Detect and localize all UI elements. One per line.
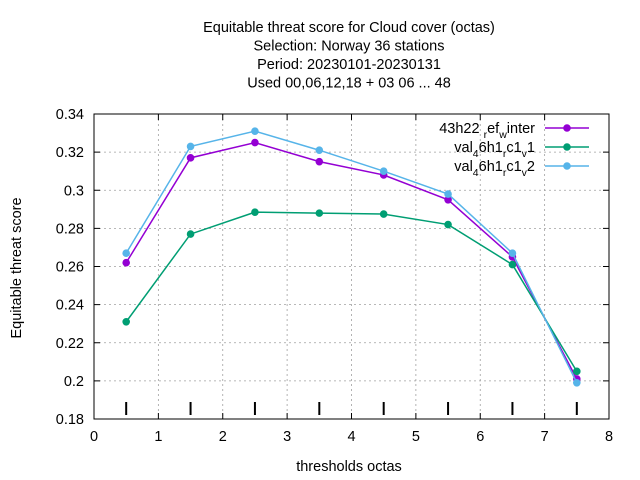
data-point <box>315 157 324 166</box>
series-3 <box>122 127 581 387</box>
data-point <box>508 260 517 269</box>
grid <box>94 114 609 419</box>
legend-item: 43h22 refwinter <box>439 121 589 141</box>
data-point <box>251 127 259 135</box>
data-point <box>379 167 388 175</box>
x-tick-label: 1 <box>154 429 162 445</box>
data-point <box>122 249 130 257</box>
data-point <box>573 378 581 387</box>
x-tick-label: 5 <box>412 429 420 445</box>
y-axis-ticks: 0.18 0.2 0.22 0.24 0.26 0.28 0.3 0.32 0.34 <box>56 107 609 428</box>
legend-label: 43h22 refwinter <box>439 121 535 141</box>
series-line <box>125 130 578 384</box>
y-tick-label: 0.22 <box>56 336 84 352</box>
title-line: Period: 20230101-20230131 <box>257 57 441 73</box>
x-axis-label: thresholds octas <box>296 459 402 475</box>
x-tick-label: 6 <box>476 429 484 445</box>
data-point <box>315 146 324 155</box>
data-point <box>315 209 324 217</box>
chart-title: Equitable threat score for Cloud cover (… <box>203 20 495 92</box>
data-point <box>251 208 259 216</box>
data-point <box>444 190 452 198</box>
legend-item: val46h1rc1v1 <box>454 140 589 160</box>
data-point <box>508 249 517 257</box>
data-point <box>444 220 452 229</box>
x-tick-label: 7 <box>541 429 549 445</box>
sample-tick-marks <box>125 402 578 415</box>
data-point <box>186 142 195 151</box>
y-tick-label: 0.28 <box>56 221 84 237</box>
title-line: Equitable threat score for Cloud cover (… <box>203 20 495 36</box>
y-tick-label: 0.2 <box>64 374 84 390</box>
x-tick-label: 0 <box>90 429 98 445</box>
data-point <box>122 317 130 326</box>
y-tick-label: 0.24 <box>56 298 84 314</box>
series-lines <box>122 127 581 387</box>
y-tick-label: 0.32 <box>56 145 84 161</box>
x-tick-label: 3 <box>283 429 291 445</box>
x-axis-ticks: 0 1 2 3 4 5 6 7 8 <box>90 114 613 445</box>
series-2 <box>122 208 581 376</box>
y-tick-label: 0.26 <box>56 260 84 276</box>
legend-label: val46h1rc1v2 <box>454 159 535 179</box>
data-point <box>186 230 195 238</box>
data-point <box>379 210 388 218</box>
x-tick-label: 2 <box>219 429 227 445</box>
legend-item: val46h1rc1v2 <box>454 159 589 179</box>
data-point <box>122 258 130 267</box>
data-point <box>251 138 259 147</box>
y-axis-label: Equitable threat score <box>9 197 25 338</box>
legend-label: val46h1rc1v1 <box>454 140 535 160</box>
data-point <box>563 162 571 170</box>
x-tick-label: 8 <box>605 429 613 445</box>
y-tick-label: 0.3 <box>64 183 84 199</box>
data-point <box>186 154 195 162</box>
data-point <box>563 143 571 151</box>
data-point <box>573 367 581 376</box>
title-line: Selection: Norway 36 stations <box>253 39 444 55</box>
series-line <box>125 211 578 372</box>
y-tick-label: 0.18 <box>56 412 84 428</box>
y-tick-label: 0.34 <box>56 107 84 123</box>
series-line <box>125 141 578 380</box>
data-point <box>563 124 571 132</box>
title-line: Used 00,06,12,18 + 03 06 ... 48 <box>247 76 451 92</box>
x-tick-label: 4 <box>347 429 355 445</box>
